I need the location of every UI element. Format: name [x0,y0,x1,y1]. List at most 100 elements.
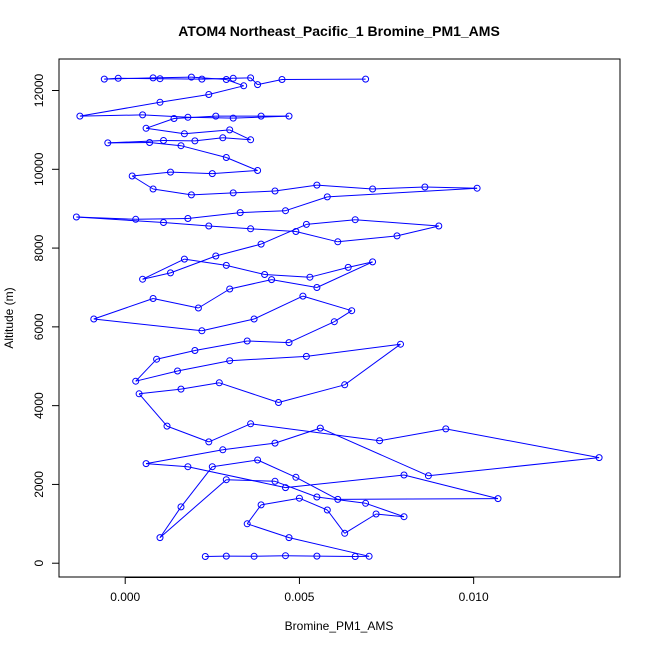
data-point [236,209,244,217]
series-line-segment [194,137,223,142]
data-point [226,285,234,293]
data-point [435,222,443,230]
data-point [247,225,255,233]
data-point [76,112,84,120]
series-line-segment [226,157,258,171]
series-line-segment [233,115,290,119]
y-tick-label: 6000 [32,313,46,340]
series-line-segment [379,428,446,442]
data-point [306,273,314,281]
data-point [128,172,136,180]
data-point [222,154,230,161]
y-axis-label: Altitude (m) [2,287,16,348]
series-line-segment [278,384,345,403]
series-line-segment [170,255,216,274]
series-line-segment [222,442,276,451]
series-line-segment [142,114,188,118]
series-line-segment [194,340,248,351]
series-line-segment [222,137,251,141]
data-point [316,424,324,432]
series-line-segment [337,498,499,500]
data-point [184,463,192,471]
series-line-segment [159,506,182,538]
series-line-segment [250,228,296,232]
series-line-segment [139,388,182,395]
data-point [271,439,279,447]
series-line-segment [104,77,119,80]
data-point [156,534,164,542]
data-point [250,315,258,323]
data-point [222,552,230,560]
series-line-segment [428,457,600,477]
data-point [247,420,255,428]
series-line-segment [152,298,199,309]
series-line-segment [229,279,272,290]
data-point [208,170,216,178]
data-point [302,352,310,360]
series-line-segment [79,114,143,117]
series-line-segment [445,428,600,459]
data-point [285,112,293,120]
data-point [421,183,429,191]
data-point [282,484,289,492]
data-point [149,74,157,82]
data-point [114,74,122,82]
data-point [222,261,230,269]
data-point [334,238,342,246]
series-line-segment [355,219,439,227]
data-point [362,75,370,83]
series-line-segment [250,423,380,442]
series-line-segment [208,225,251,230]
series-line-segment [208,423,251,443]
y-tick-label: 0 [32,560,46,567]
data-point [369,185,377,193]
series-line-segment [396,225,439,237]
data-point [187,73,195,81]
series-line-segment [261,497,300,506]
series-line-segment [233,190,276,194]
data-point [149,185,157,193]
series-line-segment [260,223,307,245]
data-point [400,471,408,479]
data-point [215,379,223,387]
series-line-segment [146,127,185,135]
data-point [397,340,404,348]
series-line-segment [187,466,286,489]
series-line-segment [306,343,401,357]
data-point [191,137,199,145]
data-point [261,271,269,278]
series-line-segment [177,360,230,372]
series-line-segment [131,175,154,190]
data-point [205,438,213,446]
data-point [139,111,147,119]
series-line-segment [163,222,209,227]
data-point [295,494,303,502]
series-line-segment [201,318,255,332]
series-line-segment [326,509,346,534]
data-point [201,553,209,560]
y-tick-label: 12000 [32,74,46,108]
series-line-segment [253,295,304,320]
data-point [344,263,352,271]
data-point [243,520,251,528]
data-point [330,318,338,326]
series-line-segment [344,513,377,534]
data-point [149,295,157,302]
series-line-segment [201,77,234,80]
data-point [275,399,282,406]
data-point [282,552,289,560]
series-line-segment [246,504,262,525]
data-point [100,75,108,83]
data-point [132,215,140,223]
series-line-segment [93,318,202,332]
data-point [160,219,167,226]
data-point [254,456,262,464]
series-line-segment [180,382,220,390]
series-line-segment [184,258,227,266]
series-line-segment [219,382,279,403]
series-line-segment [365,502,405,518]
series-line-segment [250,77,258,85]
series-line-segment [187,116,234,119]
data-point [292,473,300,481]
